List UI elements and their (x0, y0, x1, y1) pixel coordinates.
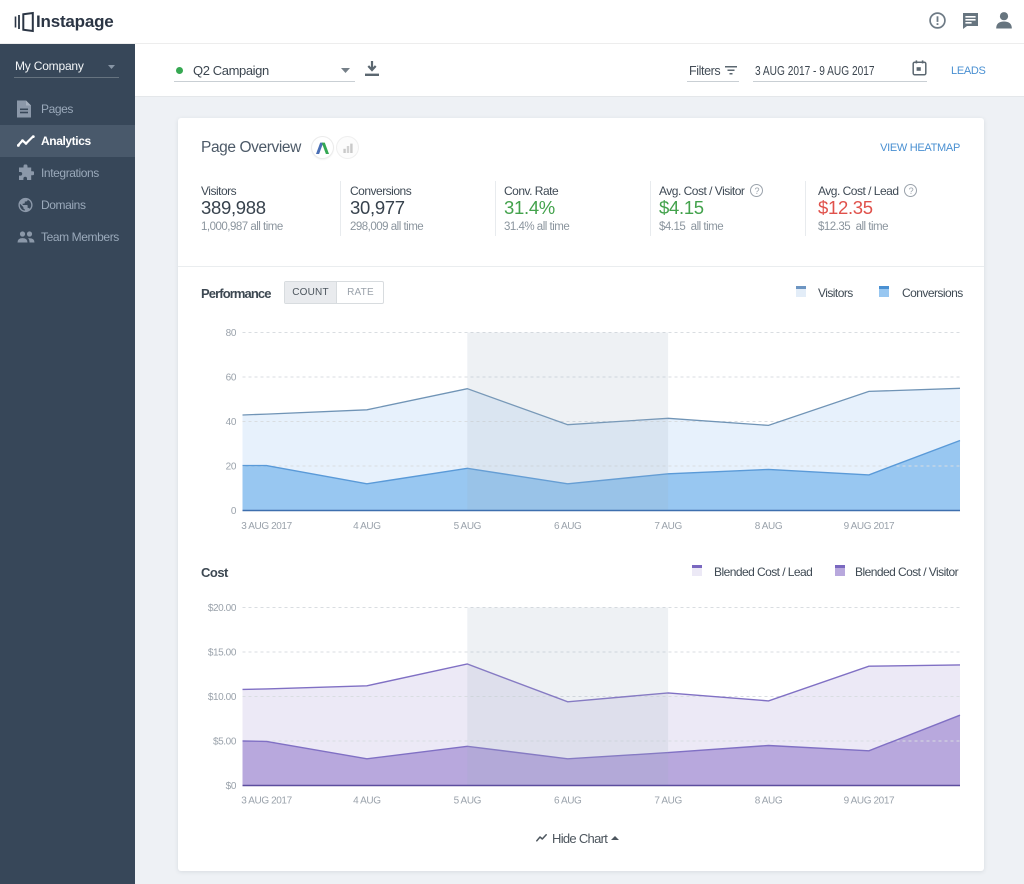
svg-text:60: 60 (226, 373, 237, 384)
svg-text:4 AUG: 4 AUG (353, 796, 381, 807)
svg-text:80: 80 (226, 328, 237, 339)
svg-text:5 AUG: 5 AUG (454, 796, 482, 807)
svg-text:9 AUG 2017: 9 AUG 2017 (844, 521, 895, 532)
svg-text:8 AUG: 8 AUG (755, 521, 783, 532)
svg-text:$20.00: $20.00 (208, 603, 237, 614)
svg-text:4 AUG: 4 AUG (353, 521, 381, 532)
svg-text:7 AUG: 7 AUG (654, 796, 682, 807)
svg-text:$10.00: $10.00 (208, 692, 237, 703)
svg-text:$5.00: $5.00 (213, 737, 237, 748)
svg-text:0: 0 (231, 506, 237, 517)
svg-text:5 AUG: 5 AUG (454, 521, 482, 532)
svg-text:9 AUG 2017: 9 AUG 2017 (844, 796, 895, 807)
svg-text:6 AUG: 6 AUG (554, 521, 582, 532)
svg-text:3 AUG 2017: 3 AUG 2017 (241, 796, 292, 807)
svg-text:40: 40 (226, 417, 237, 428)
svg-text:3 AUG 2017: 3 AUG 2017 (241, 521, 292, 532)
svg-text:$15.00: $15.00 (208, 648, 237, 659)
svg-text:20: 20 (226, 462, 237, 473)
svg-text:8 AUG: 8 AUG (755, 796, 783, 807)
svg-text:7 AUG: 7 AUG (654, 521, 682, 532)
svg-text:6 AUG: 6 AUG (554, 796, 582, 807)
svg-text:$0: $0 (226, 781, 237, 792)
